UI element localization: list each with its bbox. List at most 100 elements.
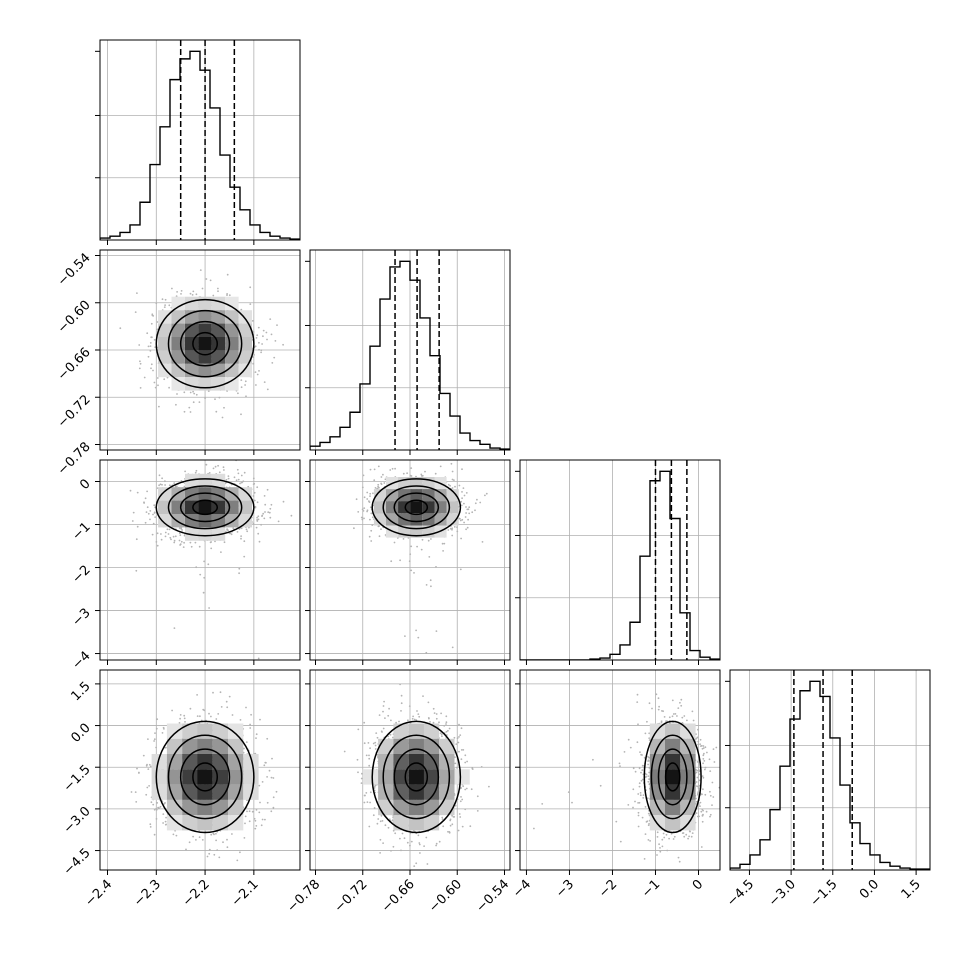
density-cell xyxy=(171,296,185,311)
scatter-point xyxy=(420,548,423,551)
density-contour xyxy=(167,309,243,378)
scatter-point xyxy=(461,497,463,500)
scatter-point xyxy=(150,367,152,370)
scatter-point xyxy=(231,833,233,835)
scatter-point xyxy=(402,472,405,475)
scatter-point xyxy=(178,539,181,542)
scatter-point xyxy=(439,465,442,468)
scatter-point xyxy=(273,356,276,359)
scatter-point xyxy=(172,672,174,674)
scatter-point xyxy=(451,470,454,473)
density-cell xyxy=(386,513,399,526)
scatter-point xyxy=(233,476,236,479)
scatter-point xyxy=(252,362,255,365)
scatter-point xyxy=(262,329,265,332)
scatter-point xyxy=(246,530,249,533)
scatter-point xyxy=(179,544,182,546)
scatter-point xyxy=(466,508,469,511)
scatter-point xyxy=(158,474,161,477)
density-cell xyxy=(198,487,212,501)
scatter-point xyxy=(192,290,195,293)
scatter-point xyxy=(461,518,464,521)
scatter-point xyxy=(402,538,405,540)
panel-frame xyxy=(99,39,301,241)
scatter-point xyxy=(153,381,156,384)
scatter-point xyxy=(139,387,142,389)
scatter-point xyxy=(410,467,413,469)
scatter-point xyxy=(410,569,413,572)
scatter-point xyxy=(217,464,220,467)
scatter-point xyxy=(421,538,424,541)
scatter-point xyxy=(182,546,185,548)
scatter-point xyxy=(210,547,213,550)
scatter-point xyxy=(393,541,396,544)
scatter-point xyxy=(159,483,162,486)
scatter-point xyxy=(449,484,451,487)
scatter-point xyxy=(156,321,159,323)
scatter-point xyxy=(183,410,186,413)
scatter-point xyxy=(249,286,252,289)
density-cell xyxy=(225,500,239,514)
scatter-point xyxy=(467,518,469,521)
density-cell xyxy=(225,514,239,528)
scatter-point xyxy=(257,515,260,518)
scatter-point xyxy=(208,848,211,851)
scatter-point xyxy=(380,476,383,478)
scatter-point xyxy=(274,340,277,342)
scatter-point xyxy=(252,356,255,358)
scatter-point xyxy=(136,525,139,528)
scatter-point xyxy=(461,491,463,493)
scatter-point xyxy=(389,469,392,471)
scatter-point xyxy=(377,485,379,488)
scatter-point xyxy=(261,818,264,821)
scatter-point xyxy=(290,514,293,517)
scatter-point xyxy=(240,474,243,477)
density-cell xyxy=(225,377,239,391)
scatter-point xyxy=(173,665,175,667)
scatter-point xyxy=(451,534,454,537)
scatter-point xyxy=(149,350,152,352)
scatter-point xyxy=(208,607,211,609)
scatter-point xyxy=(484,494,486,497)
scatter-point xyxy=(269,507,272,510)
scatter-point xyxy=(243,471,246,474)
scatter-point xyxy=(183,391,186,394)
scatter-point xyxy=(132,511,135,514)
density-cell xyxy=(158,363,172,378)
scatter-point xyxy=(226,273,229,276)
scatter-point xyxy=(153,511,156,514)
scatter-point xyxy=(156,802,159,804)
scatter-point xyxy=(217,287,219,290)
scatter-point xyxy=(370,512,373,515)
scatter-point xyxy=(161,477,164,480)
scatter-point xyxy=(413,572,415,574)
scatter-point xyxy=(160,538,163,541)
scatter-point xyxy=(441,542,444,545)
density-cell xyxy=(386,489,399,502)
scatter-point xyxy=(147,355,150,358)
density-cell xyxy=(225,487,239,501)
scatter-point xyxy=(238,572,241,575)
density-cell xyxy=(238,363,252,378)
density-cell xyxy=(211,377,226,391)
scatter-point xyxy=(456,530,459,533)
scatter-point xyxy=(138,367,141,370)
scatter-point xyxy=(174,485,177,488)
scatter-point xyxy=(164,304,167,306)
scatter-point xyxy=(361,518,364,521)
density-cell xyxy=(211,337,226,351)
scatter-point xyxy=(260,523,262,526)
density-cell xyxy=(198,363,212,378)
scatter-point xyxy=(135,538,138,541)
scatter-point xyxy=(256,516,258,519)
density-cell xyxy=(198,337,212,351)
scatter-point xyxy=(255,337,258,339)
scatter-point xyxy=(463,521,465,524)
y-tick-label: 0 xyxy=(77,477,93,493)
scatter-point xyxy=(408,560,411,563)
scatter-point xyxy=(240,413,242,416)
scatter-point xyxy=(271,362,274,364)
scatter-point xyxy=(215,839,218,842)
density-cell xyxy=(434,501,447,514)
scatter-point xyxy=(404,635,406,637)
